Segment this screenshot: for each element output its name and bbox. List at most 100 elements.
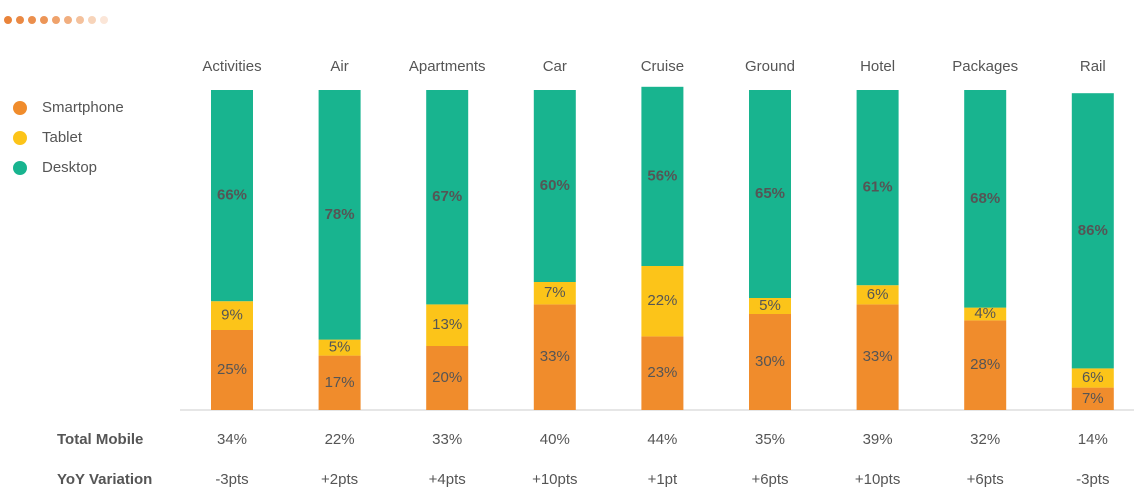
row-value: 32%: [970, 431, 1000, 448]
bar-segment: [1071, 93, 1114, 369]
row-value: -3pts: [215, 471, 248, 488]
value-label: 30%: [755, 353, 785, 370]
row-value: 35%: [755, 431, 785, 448]
row-value: 14%: [1078, 431, 1108, 448]
value-label: 68%: [970, 190, 1000, 207]
bar-segment: [211, 301, 253, 330]
bar-segment: [533, 304, 576, 410]
bar-segment: [964, 307, 1007, 321]
value-label: 20%: [432, 369, 462, 386]
dot: [40, 16, 48, 24]
value-label: 67%: [432, 188, 462, 205]
value-label: 66%: [217, 187, 247, 204]
bar-segment: [749, 90, 791, 298]
bar-segment: [856, 285, 899, 305]
dot: [28, 16, 36, 24]
value-label: 61%: [863, 179, 893, 196]
row-value: +2pts: [321, 471, 358, 488]
row-value: +6pts: [967, 471, 1004, 488]
x-tick-label: Apartments: [409, 58, 486, 75]
value-label: 5%: [329, 339, 351, 356]
row-value: 34%: [217, 431, 247, 448]
dot: [52, 16, 60, 24]
bar-segment: [964, 320, 1007, 410]
bar-segment: [318, 90, 361, 340]
legend-marker: [13, 161, 27, 175]
x-tick-label: Cruise: [641, 58, 684, 75]
legend-marker: [13, 101, 27, 115]
decorative-dots: [4, 16, 108, 24]
bar-segment: [856, 90, 899, 286]
value-label: 28%: [970, 356, 1000, 373]
bar-segment: [964, 90, 1007, 308]
value-label: 6%: [1082, 369, 1104, 386]
x-tick-label: Air: [330, 58, 348, 75]
value-label: 23%: [647, 364, 677, 381]
value-label: 5%: [759, 297, 781, 314]
bar-segment: [641, 86, 684, 266]
row-value: +1pt: [648, 471, 678, 488]
row-value: +4pts: [429, 471, 466, 488]
value-label: 56%: [647, 167, 677, 184]
dot: [100, 16, 108, 24]
value-label: 4%: [974, 305, 996, 322]
bar-segment: [318, 355, 361, 410]
bar-segment: [211, 90, 253, 302]
bar-segment: [641, 266, 684, 337]
value-label: 7%: [1082, 390, 1104, 407]
row-value: +10pts: [532, 471, 577, 488]
row-label: Total Mobile: [57, 431, 143, 448]
row-value: 39%: [863, 431, 893, 448]
dot: [16, 16, 24, 24]
legend-label: Tablet: [42, 129, 83, 146]
x-tick-label: Packages: [952, 58, 1018, 75]
bar-segment: [1071, 387, 1114, 410]
row-value: 33%: [432, 431, 462, 448]
row-value: +10pts: [855, 471, 900, 488]
dot: [76, 16, 84, 24]
value-label: 25%: [217, 361, 247, 378]
bar-segment: [1071, 368, 1114, 388]
dot: [64, 16, 72, 24]
bar-segment: [211, 330, 253, 410]
value-label: 78%: [325, 206, 355, 223]
bar-segment: [318, 339, 361, 356]
x-tick-label: Hotel: [860, 58, 895, 75]
value-label: 7%: [544, 284, 566, 301]
x-tick-label: Rail: [1080, 58, 1106, 75]
dot: [88, 16, 96, 24]
row-label: YoY Variation: [57, 471, 152, 488]
bar-segment: [533, 90, 576, 282]
bar-segment: [426, 304, 469, 346]
value-label: 13%: [432, 316, 462, 333]
bar-segment: [749, 298, 791, 314]
value-label: 86%: [1078, 222, 1108, 239]
bar-segment: [749, 314, 791, 410]
value-label: 60%: [540, 177, 570, 194]
value-label: 33%: [540, 348, 570, 365]
bar-segment: [856, 304, 899, 410]
value-label: 6%: [867, 286, 889, 303]
bar-segment: [426, 90, 469, 305]
bar-segment: [533, 282, 576, 305]
value-label: 65%: [755, 185, 785, 202]
legend-marker: [13, 131, 27, 145]
legend-label: Smartphone: [42, 99, 124, 116]
row-value: -3pts: [1076, 471, 1109, 488]
x-tick-label: Car: [543, 58, 567, 75]
value-label: 17%: [325, 374, 355, 391]
bar-segment: [641, 336, 684, 410]
dot: [4, 16, 12, 24]
bar-segment: [426, 346, 469, 410]
value-label: 9%: [221, 307, 243, 324]
row-value: 40%: [540, 431, 570, 448]
row-value: 44%: [647, 431, 677, 448]
row-value: +6pts: [751, 471, 788, 488]
x-tick-label: Ground: [745, 58, 795, 75]
legend-label: Desktop: [42, 159, 97, 176]
x-tick-label: Activities: [202, 58, 261, 75]
row-value: 22%: [325, 431, 355, 448]
value-label: 22%: [647, 292, 677, 309]
value-label: 33%: [863, 348, 893, 365]
